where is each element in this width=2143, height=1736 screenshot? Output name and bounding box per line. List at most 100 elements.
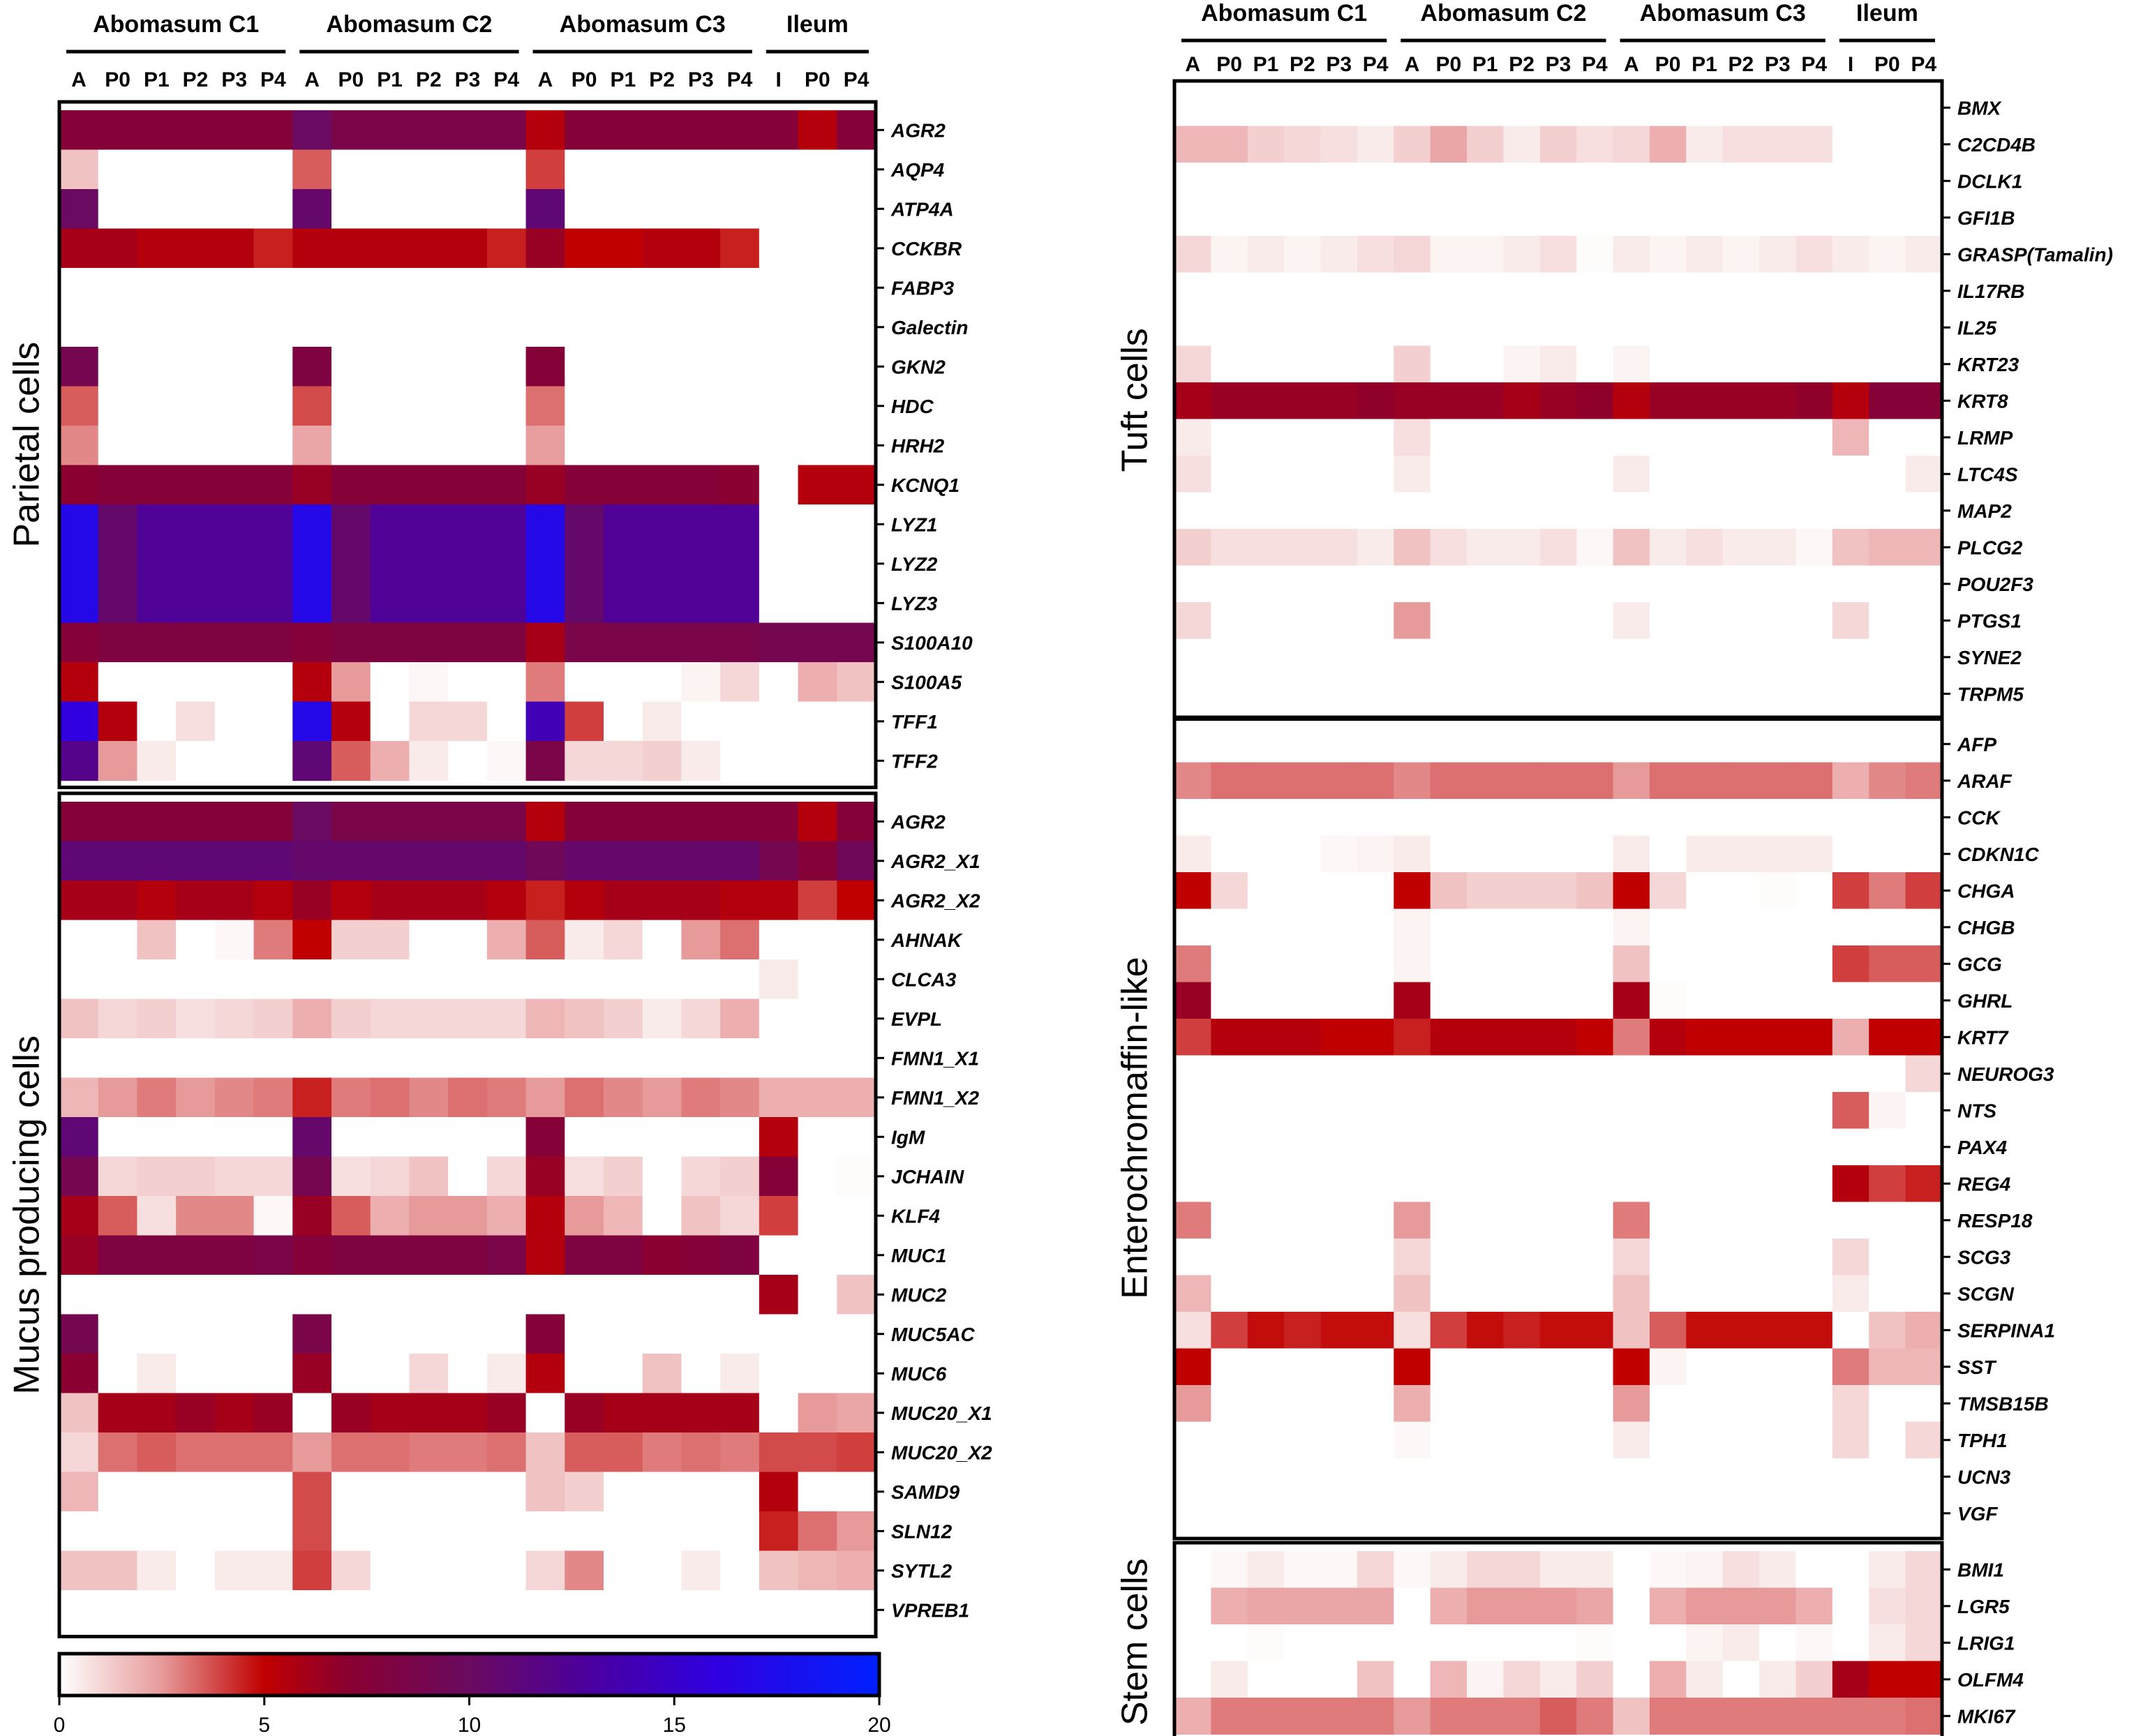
heatmap-cell xyxy=(525,841,565,881)
heatmap-cell xyxy=(1576,1239,1614,1276)
heatmap-cell xyxy=(1649,163,1687,200)
heatmap-cell xyxy=(1284,199,1322,237)
heatmap-cell xyxy=(59,1038,99,1079)
column-label: P1 xyxy=(1472,53,1498,76)
heatmap-cell xyxy=(176,189,216,230)
heatmap-cell xyxy=(1759,908,1797,946)
gene-label: AQP4 xyxy=(890,159,945,181)
heatmap-cell xyxy=(604,268,643,308)
heatmap-cell xyxy=(1795,456,1833,493)
heatmap-cell xyxy=(1722,1458,1760,1496)
heatmap-cell xyxy=(565,544,604,584)
heatmap-cell xyxy=(837,662,876,703)
heatmap-cell xyxy=(1539,163,1577,200)
heatmap-cell xyxy=(1869,382,1906,420)
heatmap-cell xyxy=(525,998,565,1039)
heatmap-cell xyxy=(1174,1458,1211,1496)
heatmap-cell xyxy=(176,1472,216,1512)
heatmap-cell xyxy=(1467,565,1504,603)
heatmap-cell xyxy=(1211,1587,1248,1625)
column-label: P0 xyxy=(105,68,130,91)
heatmap-cell xyxy=(1357,908,1394,946)
heatmap-cell xyxy=(1686,419,1724,456)
heatmap-cell xyxy=(1247,945,1285,983)
gene-label: AGR2 xyxy=(890,811,946,832)
heatmap-cell xyxy=(1357,835,1394,873)
heatmap-cell xyxy=(525,583,565,624)
heatmap-cell xyxy=(331,1314,371,1354)
gene-label: SLN12 xyxy=(891,1520,953,1542)
heatmap-cell xyxy=(1613,236,1650,274)
heatmap-cell xyxy=(1284,236,1322,274)
heatmap-cell xyxy=(1759,1421,1797,1459)
heatmap-cell xyxy=(1576,1128,1614,1166)
heatmap-cell xyxy=(604,504,643,545)
heatmap-cell xyxy=(1905,638,1943,676)
heatmap-cell xyxy=(837,841,876,881)
heatmap-cell xyxy=(759,465,799,505)
group-label: Ileum xyxy=(1856,0,1918,27)
heatmap-cell xyxy=(486,544,527,584)
heatmap-cell xyxy=(1430,1551,1468,1589)
heatmap-cell xyxy=(98,741,138,781)
heatmap-cell xyxy=(1430,163,1468,200)
heatmap-cell xyxy=(1320,1495,1358,1532)
heatmap-cell xyxy=(681,228,721,269)
heatmap-cell xyxy=(253,504,293,545)
heatmap-cell xyxy=(292,1511,332,1552)
heatmap-cell xyxy=(837,228,876,269)
heatmap-cell xyxy=(253,1156,293,1197)
heatmap-cell xyxy=(1905,565,1943,603)
colorbar-tick-label: 0 xyxy=(54,1714,66,1736)
heatmap-cell xyxy=(1722,1019,1760,1056)
heatmap-cell xyxy=(1905,345,1943,383)
heatmap-cell xyxy=(1905,799,1943,837)
heatmap-cell xyxy=(1174,1385,1211,1423)
heatmap-cell xyxy=(253,1550,293,1591)
heatmap-cell xyxy=(1686,1661,1724,1698)
heatmap-cell xyxy=(1211,762,1248,800)
heatmap-cell xyxy=(1357,419,1394,456)
heatmap-cell xyxy=(1357,1055,1394,1093)
heatmap-cell xyxy=(137,701,177,742)
heatmap-cell xyxy=(1430,799,1468,837)
heatmap-cell xyxy=(1905,1661,1943,1698)
heatmap-cell xyxy=(1722,382,1760,420)
colorbar-tick-label: 15 xyxy=(663,1714,686,1736)
heatmap-cell xyxy=(1357,982,1394,1019)
heatmap-cell xyxy=(1284,1019,1322,1056)
heatmap-cell xyxy=(681,841,721,881)
heatmap-cell xyxy=(1394,309,1431,347)
gene-label: IgM xyxy=(891,1126,925,1148)
heatmap-cell xyxy=(1467,1055,1504,1093)
heatmap-cell xyxy=(1539,1551,1577,1589)
heatmap-cell xyxy=(1357,1458,1394,1496)
heatmap-cell xyxy=(292,881,332,921)
heatmap-cell xyxy=(1613,945,1650,983)
heatmap-cell xyxy=(1722,1495,1760,1532)
heatmap-cell xyxy=(214,228,255,269)
heatmap-cell xyxy=(1247,726,1285,763)
heatmap-cell xyxy=(1722,726,1760,763)
heatmap-cell xyxy=(1795,1551,1833,1589)
heatmap-cell xyxy=(1686,1551,1724,1589)
panel-label: Enterochromaffin-like xyxy=(1115,957,1156,1299)
heatmap-cell xyxy=(604,1511,643,1552)
heatmap-cell xyxy=(681,544,721,584)
heatmap-cell xyxy=(1284,1458,1322,1496)
heatmap-cell xyxy=(1795,762,1833,800)
heatmap-cell xyxy=(1905,602,1943,640)
heatmap-cell xyxy=(1247,602,1285,640)
heatmap-cell xyxy=(1211,199,1248,237)
heatmap-cell xyxy=(1320,1698,1358,1735)
heatmap-cell xyxy=(176,268,216,308)
heatmap-cell xyxy=(1211,1055,1248,1093)
heatmap-cell xyxy=(720,1550,760,1591)
heatmap-cell xyxy=(1430,1421,1468,1459)
gene-label: FABP3 xyxy=(891,277,955,299)
heatmap-cell xyxy=(98,1275,138,1315)
heatmap-cell xyxy=(1576,799,1614,837)
heatmap-cell xyxy=(1795,309,1833,347)
heatmap-cell xyxy=(1722,236,1760,274)
heatmap-cell xyxy=(1211,1698,1248,1735)
